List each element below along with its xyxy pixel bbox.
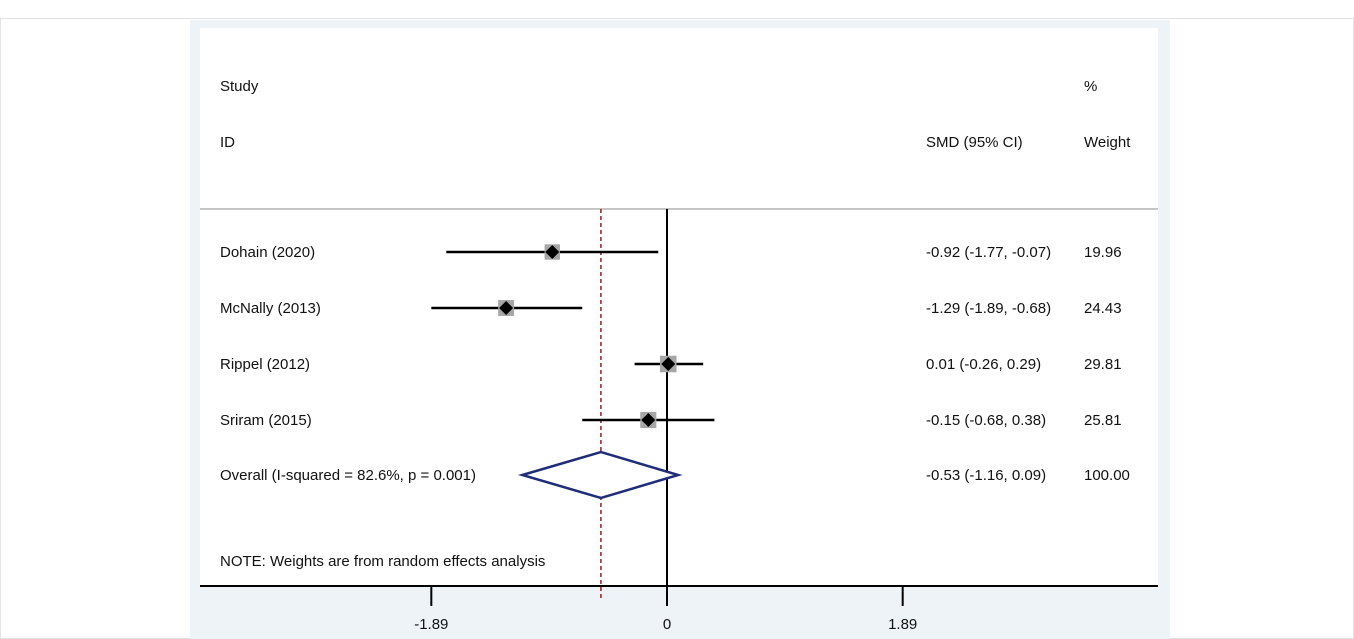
study-ci-text: -0.92 (-1.77, -0.07) — [926, 244, 1051, 261]
header-percent: % — [1084, 78, 1097, 95]
header-id: ID — [220, 134, 235, 151]
header-effect-label: SMD (95% CI) — [926, 134, 1023, 151]
x-tick-label: -1.89 — [414, 616, 448, 633]
x-tick-label: 0 — [663, 616, 671, 633]
study-label: Rippel (2012) — [220, 356, 310, 373]
plot-marks — [430, 209, 904, 606]
x-tick-label: 1.89 — [888, 616, 917, 633]
study-label: Dohain (2020) — [220, 244, 315, 261]
point-estimate-marker — [641, 413, 656, 427]
overall-weight-text: 100.00 — [1084, 467, 1130, 484]
study-weight-text: 24.43 — [1084, 300, 1122, 317]
study-weight-text: 29.81 — [1084, 356, 1122, 373]
study-label: McNally (2013) — [220, 300, 321, 317]
note-text: NOTE: Weights are from random effects an… — [220, 553, 545, 570]
body-area — [200, 209, 1158, 586]
header-weight: Weight — [1084, 134, 1131, 151]
overall-ci-text: -0.53 (-1.16, 0.09) — [926, 467, 1046, 484]
study-weight-text: 19.96 — [1084, 244, 1122, 261]
header-area — [200, 28, 1158, 208]
header-study: Study — [220, 78, 259, 95]
study-ci-text: -1.29 (-1.89, -0.68) — [926, 300, 1051, 317]
point-estimate-marker — [499, 301, 514, 315]
point-estimate-marker — [661, 357, 676, 371]
overall-diamond — [517, 450, 683, 500]
overall-label: Overall (I-squared = 82.6%, p = 0.001) — [220, 467, 476, 484]
point-estimate-marker — [545, 245, 560, 259]
study-ci-text: 0.01 (-0.26, 0.29) — [926, 356, 1041, 373]
study-weight-text: 25.81 — [1084, 412, 1122, 429]
study-ci-text: -0.15 (-0.68, 0.38) — [926, 412, 1046, 429]
study-label: Sriram (2015) — [220, 412, 312, 429]
